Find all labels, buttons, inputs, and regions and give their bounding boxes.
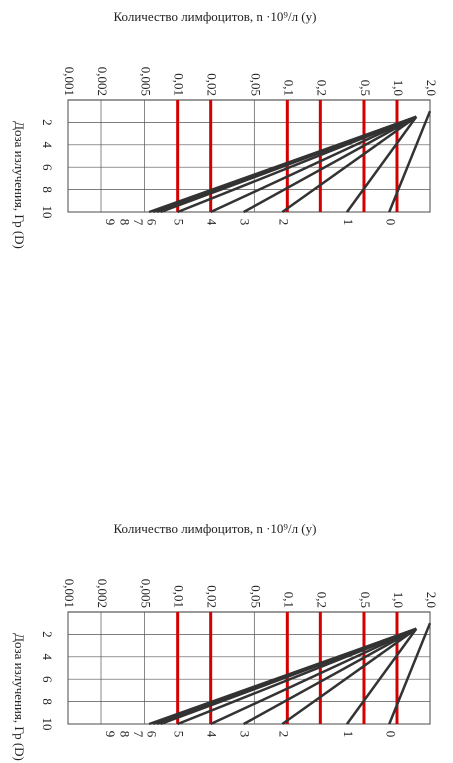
series-label: 6: [145, 219, 160, 226]
series-label: 1: [341, 219, 356, 226]
y-tick-label: 8: [40, 186, 55, 193]
series-label: 1: [341, 731, 356, 738]
x-tick-label: 0,5: [358, 80, 373, 96]
x-tick-label: 0,05: [248, 73, 263, 96]
series-label: 9: [103, 219, 118, 226]
y-tick-label: 8: [40, 698, 55, 705]
x-tick-label: 0,1: [281, 592, 296, 608]
x-tick-label: 2,0: [424, 592, 439, 608]
y-axis-label: Доза излучения, Гр (D): [12, 633, 27, 761]
y-tick-label: 6: [40, 676, 55, 683]
x-tick-label: 0,01: [172, 73, 187, 96]
series-label: 0: [383, 731, 398, 738]
series-line: [388, 110, 432, 213]
x-tick-label: 0,001: [62, 579, 77, 608]
chart: Количество лимфоцитов, n ·10⁹/л (y) Доза …: [12, 521, 439, 761]
y-axis-label: Доза излучения, Гр (D): [12, 121, 27, 249]
x-tick-label: 0,005: [139, 67, 154, 96]
series-label: 2: [276, 219, 291, 226]
y-tick-label: 6: [40, 164, 55, 171]
x-tick-label: 1,0: [391, 592, 406, 608]
series-label: 0: [383, 219, 398, 226]
series-label: 3: [238, 731, 253, 738]
x-tick-label: 2,0: [424, 80, 439, 96]
series-label: 6: [145, 731, 160, 738]
x-tick-label: 0,2: [314, 80, 329, 96]
x-tick-label: 1,0: [391, 80, 406, 96]
series-label: 7: [131, 731, 146, 738]
x-tick-label: 0,2: [314, 592, 329, 608]
series-label: 9: [103, 731, 118, 738]
x-tick-label: 0,001: [62, 67, 77, 96]
chart: Количество лимфоцитов, n ·10⁹/л (y) Доза …: [12, 9, 439, 249]
series-label: 4: [205, 219, 220, 226]
x-tick-label: 0,02: [205, 585, 220, 608]
series-line: [281, 115, 418, 214]
series-label: 8: [117, 219, 132, 226]
x-tick-label: 0,1: [281, 80, 296, 96]
x-tick-label: 0,01: [172, 585, 187, 608]
y-tick-label: 10: [40, 206, 55, 219]
series-label: 8: [117, 731, 132, 738]
x-tick-label: 0,05: [248, 585, 263, 608]
series-label: 5: [172, 731, 187, 738]
chart-title: Количество лимфоцитов, n ·10⁹/л (y): [114, 521, 317, 536]
series-line: [388, 622, 432, 725]
series-line: [243, 115, 417, 214]
x-tick-label: 0,5: [358, 592, 373, 608]
series-label: 7: [131, 219, 146, 226]
y-tick-label: 4: [40, 142, 55, 149]
series-line: [148, 627, 417, 726]
series-line: [210, 627, 417, 726]
y-tick-label: 2: [40, 119, 55, 126]
series-line: [345, 116, 418, 213]
x-tick-label: 0,002: [95, 579, 110, 608]
series-label: 2: [276, 731, 291, 738]
series-line: [148, 115, 417, 214]
series-label: 5: [172, 219, 187, 226]
series-line: [210, 115, 417, 214]
series-label: 3: [238, 219, 253, 226]
y-tick-label: 10: [40, 718, 55, 731]
chart-title: Количество лимфоцитов, n ·10⁹/л (y): [114, 9, 317, 24]
x-tick-label: 0,002: [95, 67, 110, 96]
series-line: [345, 628, 418, 725]
series-line: [281, 627, 418, 726]
series-label: 4: [205, 731, 220, 738]
series-line: [243, 627, 417, 726]
x-tick-label: 0,005: [139, 579, 154, 608]
y-tick-label: 2: [40, 631, 55, 638]
y-tick-label: 4: [40, 654, 55, 661]
x-tick-label: 0,02: [205, 73, 220, 96]
